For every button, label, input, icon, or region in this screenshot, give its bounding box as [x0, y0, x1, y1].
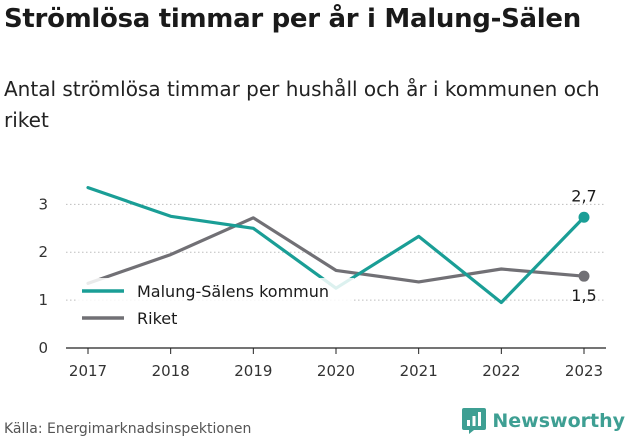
chart-subtitle: Antal strömlösa timmar per hushåll och å…	[4, 77, 600, 132]
x-tick-label: 2019	[234, 362, 272, 380]
x-tick-label: 2020	[317, 362, 355, 380]
x-tick-label: 2017	[69, 362, 107, 380]
brand-name: Newsworthy	[492, 410, 625, 432]
chart-title: Strömlösa timmar per år i Malung-Sälen	[4, 4, 581, 34]
end-point-marker	[578, 211, 590, 223]
end-value-label: 2,7	[571, 186, 596, 205]
y-tick-label: 0	[38, 339, 48, 357]
y-tick-label: 2	[38, 243, 48, 261]
legend-label: Malung-Sälens kommun	[137, 282, 329, 301]
x-tick-label: 2018	[152, 362, 190, 380]
y-tick-label: 1	[38, 291, 48, 309]
end-point-marker	[578, 270, 590, 282]
brand-logo: Newsworthy	[462, 408, 625, 434]
bar-chart-icon	[462, 408, 487, 434]
end-value-label: 1,5	[571, 286, 596, 305]
source-note: Källa: Energimarknadsinspektionen	[4, 421, 252, 437]
series-line	[86, 216, 586, 285]
y-tick-label: 3	[38, 195, 48, 213]
legend-label: Riket	[137, 309, 177, 328]
legend-background	[78, 278, 354, 332]
x-tick-label: 2022	[482, 362, 520, 380]
x-tick-label: 2021	[400, 362, 438, 380]
x-tick-label: 2023	[565, 362, 603, 380]
